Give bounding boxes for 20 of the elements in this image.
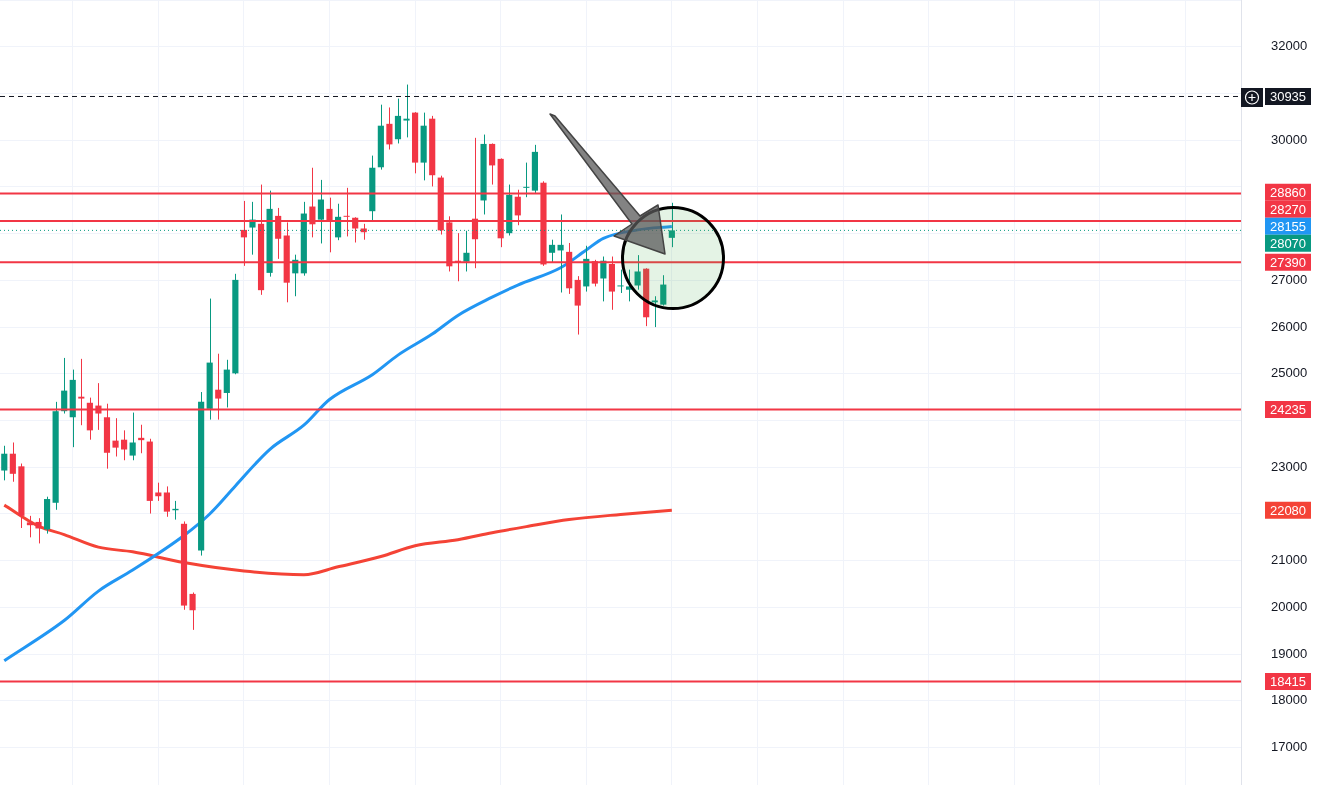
y-tick-label: 17000 (1271, 739, 1308, 755)
ref-line-label: 24235 (1269, 402, 1307, 418)
ref-line-label: 28070 (1269, 235, 1307, 251)
y-tick-label: 20000 (1271, 599, 1308, 615)
legend-label: 28270 (1269, 201, 1307, 217)
ref-line-label: 30935 (1269, 89, 1307, 105)
y-tick-label: 32000 (1271, 38, 1308, 54)
y-tick-label: 26000 (1271, 318, 1308, 334)
ref-line-label: 28860 (1269, 184, 1307, 200)
y-tick-label: 23000 (1271, 458, 1308, 474)
text: 22080 (1269, 502, 1307, 518)
ref-line-label: 18415 (1269, 674, 1307, 690)
text: 28155 (1269, 218, 1307, 234)
y-tick-label: 21000 (1271, 552, 1308, 568)
y-tick-label: 19000 (1271, 645, 1308, 661)
y-tick-label: 25000 (1271, 365, 1308, 381)
ref-line-label: 27390 (1269, 254, 1307, 270)
y-tick-label: 27000 (1271, 271, 1308, 287)
y-tick-label: 30000 (1271, 131, 1308, 147)
y-tick-label: 18000 (1271, 692, 1308, 708)
